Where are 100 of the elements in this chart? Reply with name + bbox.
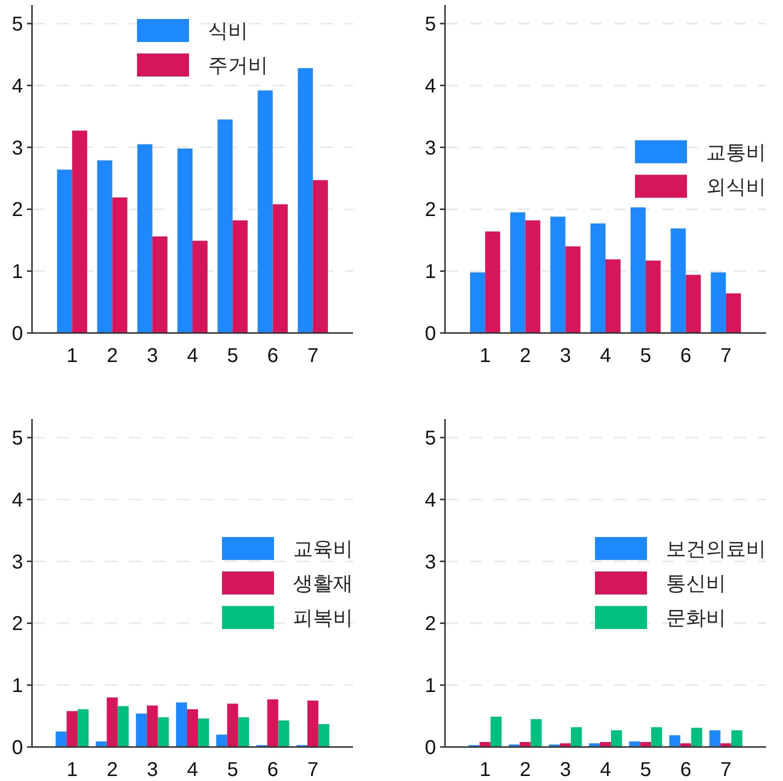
y-tick-label: 0 [12,737,23,759]
x-tick-label: 7 [720,759,732,781]
x-tick-label: 4 [186,759,198,781]
bar [600,742,611,747]
bar [606,259,621,333]
x-tick-label: 5 [640,345,652,367]
bar [312,180,328,333]
x-tick-label: 4 [600,759,612,781]
bar [192,240,208,333]
bar [216,734,228,747]
bar [629,741,640,747]
bar [490,716,502,747]
bar [590,223,606,333]
y-tick-label: 0 [12,323,23,345]
bar [227,704,238,747]
bar [480,742,491,747]
y-tick-label: 4 [12,489,23,512]
y-tick-label: 3 [424,137,436,160]
x-tick-label: 4 [186,345,198,367]
y-tick-label: 2 [12,613,23,636]
x-tick-label: 5 [227,759,238,781]
bar [232,220,248,333]
x-tick-label: 6 [267,345,278,367]
legend-label: 보건의료비 [666,538,766,560]
bar [530,719,542,747]
y-tick-label: 5 [424,428,436,450]
bar [550,216,566,333]
x-tick-label: 5 [227,345,238,367]
bar [177,148,192,333]
y-tick-label: 1 [12,261,23,284]
x-tick-label: 2 [106,759,118,781]
bar [318,724,330,747]
bar [686,274,701,333]
bar [238,717,250,747]
bar [610,730,622,747]
x-tick-label: 7 [307,759,318,781]
bar [258,90,273,333]
legend-label: 교통비 [706,142,766,164]
x-tick-label: 3 [146,759,158,781]
y-tick-label: 3 [12,551,23,574]
bar [651,727,662,747]
bar [72,130,88,333]
x-tick-label: 6 [680,345,692,367]
bar [709,730,720,747]
x-tick-label: 3 [560,759,571,781]
bar [97,160,112,333]
y-tick-label: 5 [424,14,436,36]
bar [669,735,680,747]
y-tick-label: 5 [12,14,23,36]
bar [646,260,661,333]
bar [298,68,313,333]
bar [118,706,129,747]
x-tick-label: 1 [66,759,78,781]
y-tick-label: 3 [424,551,436,574]
bar [570,727,582,747]
y-tick-label: 1 [12,675,23,698]
y-tick-label: 1 [424,675,436,698]
bar [96,741,107,747]
x-tick-label: 4 [600,345,612,367]
bar [137,144,152,333]
y-tick-label: 0 [424,323,436,345]
bar [565,246,580,333]
x-tick-label: 2 [520,759,531,781]
legend-label: 피복비 [293,608,353,630]
y-tick-label: 2 [424,613,436,636]
x-tick-label: 6 [680,759,692,781]
y-tick-label: 3 [12,137,23,160]
legend-label: 식비 [208,20,248,42]
x-tick-label: 3 [146,345,158,367]
legend-label: 생활재 [293,573,353,595]
bar [136,714,147,747]
legend-label: 통신비 [666,573,726,595]
bar [152,236,168,333]
bar [670,228,686,333]
x-tick-label: 1 [480,345,491,367]
bar [278,720,290,747]
y-tick-label: 5 [12,428,23,450]
x-tick-label: 1 [66,345,78,367]
x-tick-label: 2 [520,345,531,367]
bar [640,742,652,747]
bar [267,699,278,747]
x-tick-label: 3 [560,345,571,367]
bar [78,709,89,747]
bar [525,220,540,333]
bar [470,272,486,333]
bar [307,700,318,747]
legend-label: 외식비 [706,176,766,198]
legend-label: 문화비 [666,608,726,630]
bar [176,702,188,747]
bar [710,272,726,333]
bar [272,204,288,333]
x-tick-label: 2 [106,345,118,367]
bar [187,709,198,747]
x-tick-label: 7 [307,345,318,367]
x-tick-label: 7 [720,345,732,367]
legend-label: 교육비 [293,538,353,560]
bar [106,697,118,747]
bar [158,717,169,747]
bar [146,706,158,747]
bar [198,718,209,747]
